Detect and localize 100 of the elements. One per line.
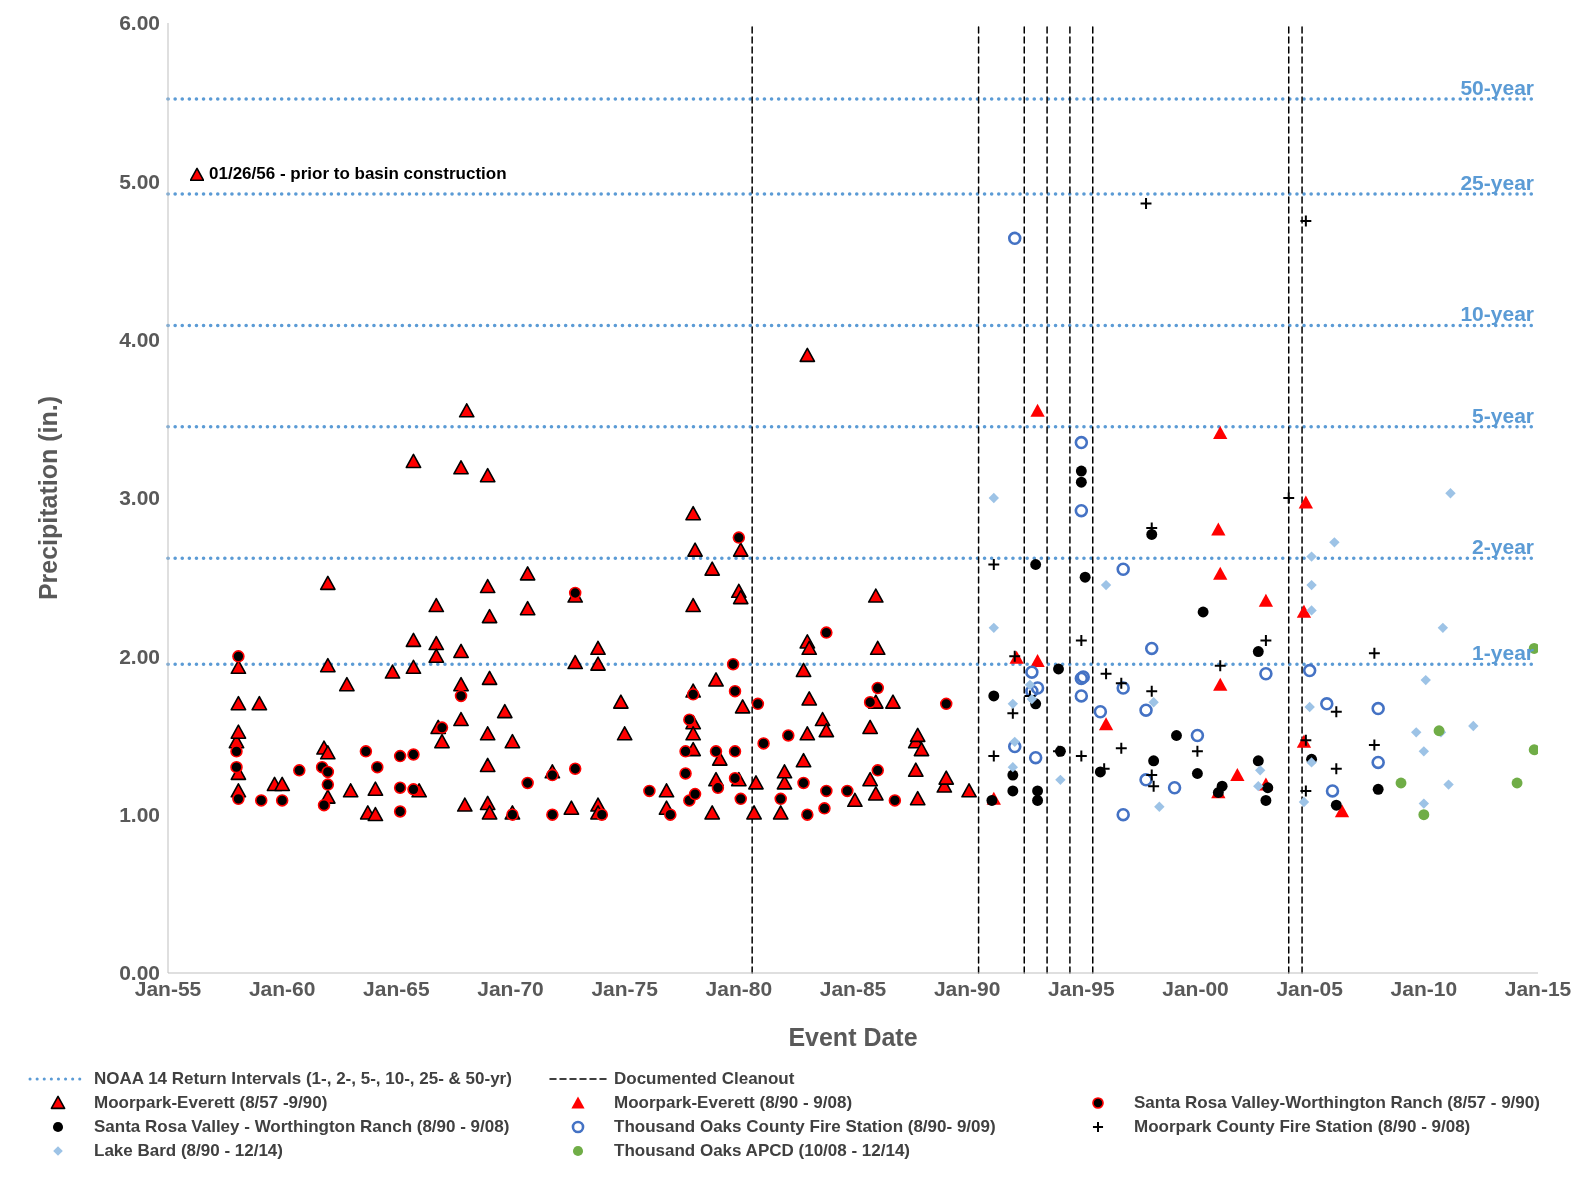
- point: [1306, 579, 1317, 591]
- point: [1418, 746, 1430, 757]
- point: [664, 808, 677, 821]
- point: [1145, 768, 1159, 782]
- point: [728, 745, 742, 758]
- point: [1211, 522, 1226, 536]
- point: [1254, 765, 1266, 776]
- annotation: 01/26/56 - prior to basin construction: [209, 164, 507, 184]
- point: [1330, 799, 1342, 811]
- point: [1260, 794, 1272, 806]
- point: [1197, 606, 1209, 618]
- point: [1032, 794, 1044, 806]
- point: [1190, 744, 1204, 758]
- point: [757, 737, 770, 750]
- point: [709, 745, 723, 758]
- legend-label: Thousand Oaks APCD (10/08 - 12/14): [614, 1141, 911, 1161]
- point: [987, 558, 1001, 571]
- text: Documented Cleanout: [614, 1069, 795, 1089]
- point: [1443, 779, 1454, 790]
- point: [1320, 697, 1334, 711]
- x-tick-label: Jan-75: [591, 976, 659, 1000]
- legend-label: Lake Bard (8/90 - 12/14): [94, 1141, 283, 1161]
- point: [1025, 665, 1039, 679]
- point: [1075, 476, 1087, 488]
- point: [1055, 774, 1066, 786]
- point: [1334, 804, 1350, 818]
- point: [988, 492, 1000, 504]
- ref-line-label: 25-year: [1460, 171, 1534, 194]
- point: [1116, 807, 1130, 822]
- point: [1213, 659, 1227, 673]
- point: [1259, 666, 1273, 681]
- point: [679, 745, 692, 758]
- point: [1306, 551, 1317, 562]
- point: [988, 690, 1000, 702]
- point: [1511, 777, 1523, 789]
- point: [1329, 762, 1343, 776]
- point: [888, 794, 902, 807]
- ref-line-label: 1-year: [1472, 641, 1534, 665]
- point: [1191, 768, 1203, 779]
- point: [230, 745, 243, 758]
- point: [568, 762, 582, 776]
- point: [1099, 667, 1113, 681]
- point: [1304, 701, 1315, 713]
- x-tick-label: Jan-00: [1162, 976, 1229, 1000]
- point: [774, 792, 787, 806]
- point: [1026, 693, 1038, 705]
- point: [1418, 809, 1430, 821]
- point: [1007, 785, 1019, 797]
- point: [1395, 777, 1407, 789]
- point: [1030, 559, 1042, 570]
- legend-label: Santa Rosa Valley - Worthington Ranch (8/90 - 9/08): [94, 1117, 510, 1137]
- point: [1074, 634, 1088, 647]
- point: [1139, 703, 1153, 717]
- point: [679, 767, 692, 780]
- point: [1147, 779, 1161, 793]
- point: [293, 764, 306, 777]
- y-tick-label: 2.00: [119, 644, 160, 668]
- point: [1445, 488, 1456, 499]
- point: [1230, 767, 1245, 781]
- point: [1007, 739, 1022, 754]
- legend-label: Thousand Oaks County Fire Station (8/90- 9/09): [614, 1117, 996, 1137]
- point: [1262, 782, 1274, 794]
- y-tick-label: 6.00: [119, 11, 160, 35]
- point: [1325, 784, 1340, 798]
- point: [521, 776, 534, 790]
- point: [1074, 749, 1088, 763]
- point: [1116, 562, 1130, 577]
- x-tick-label: Jan-80: [705, 976, 773, 1000]
- point: [359, 745, 373, 758]
- point: [683, 713, 696, 726]
- point: [407, 748, 420, 761]
- x-axis-title: Event Date: [788, 1023, 918, 1051]
- point: [863, 695, 877, 709]
- point: [1098, 717, 1114, 731]
- point: [1252, 755, 1264, 767]
- point: [1075, 465, 1087, 477]
- point: [1528, 744, 1538, 756]
- point: [1411, 727, 1422, 738]
- point: [1028, 750, 1043, 765]
- x-tick-label: Jan-90: [933, 976, 1001, 1000]
- point: [1030, 653, 1045, 667]
- point: [254, 794, 268, 807]
- y-axis-title: Precipitation (in.): [33, 395, 62, 601]
- point: [317, 798, 331, 812]
- text: NOAA 14 Return Intervals (1-, 2-, 5-, 10-, 25- & 50-yr): [94, 1069, 512, 1089]
- point: [232, 650, 245, 663]
- ref-line-label: 2-year: [1472, 535, 1534, 559]
- point: [407, 783, 420, 796]
- point: [820, 626, 833, 639]
- point: [1298, 495, 1314, 509]
- point: [435, 721, 449, 734]
- point: [1418, 798, 1430, 809]
- point: [1252, 646, 1264, 658]
- point: [1145, 684, 1159, 698]
- point: [454, 689, 468, 703]
- x-tick-label: Jan-65: [363, 976, 430, 1000]
- x-tick-label: Jan-85: [819, 976, 887, 1000]
- x-tick-label: Jan-60: [248, 976, 316, 1000]
- point: [1007, 761, 1019, 773]
- point: [1299, 784, 1313, 798]
